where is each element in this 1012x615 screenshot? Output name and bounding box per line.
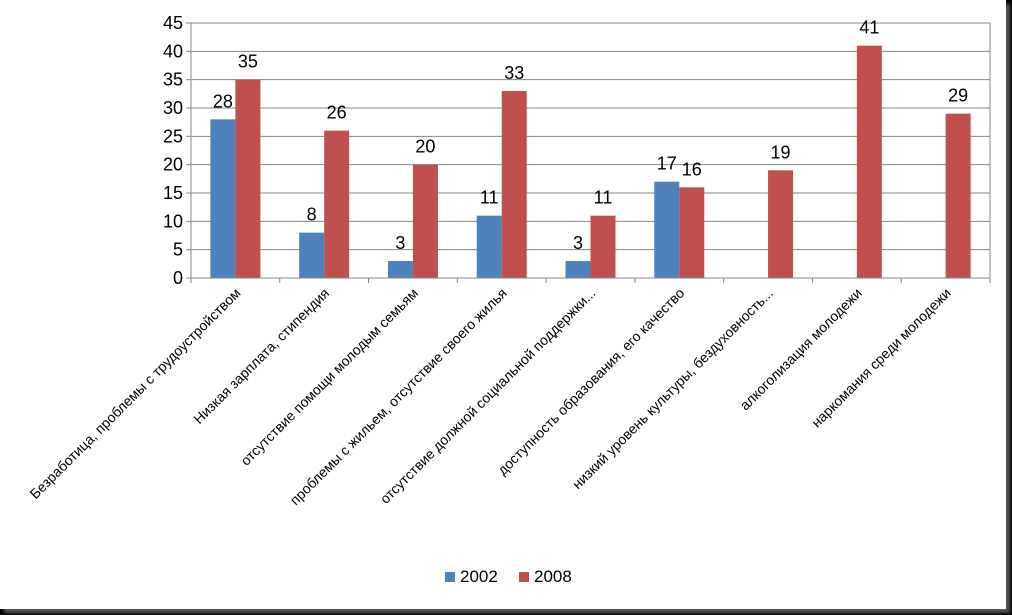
legend-swatch-2002	[445, 572, 455, 582]
bar-2002	[387, 261, 413, 278]
bar-2008	[235, 79, 261, 279]
data-label-2008: 41	[859, 18, 879, 38]
data-label-2008: 19	[771, 142, 791, 162]
bar-2002	[476, 215, 502, 278]
bar-2002	[210, 119, 236, 278]
y-tick-label: 40	[163, 41, 183, 61]
bar-2002	[299, 232, 325, 278]
bar-2008	[324, 130, 350, 278]
bar-2008	[768, 170, 794, 278]
data-label-2002: 3	[573, 233, 583, 253]
bar-2008	[679, 187, 705, 278]
data-label-2002: 17	[657, 154, 677, 174]
bar-2008	[501, 91, 527, 278]
bar-2008	[412, 164, 438, 278]
legend-label-2008: 2008	[534, 567, 572, 586]
data-label-2008: 33	[504, 63, 524, 83]
bar-2008	[945, 113, 971, 279]
category-label: низкий уровень культуры, бездуховность..…	[569, 285, 776, 492]
data-label-2002: 28	[213, 91, 233, 111]
y-tick-label: 30	[163, 98, 183, 118]
y-tick-label: 0	[173, 268, 183, 288]
y-tick-label: 35	[163, 70, 183, 90]
data-label-2008: 20	[415, 137, 435, 157]
category-label: отсутствие помощи молодым семьям	[237, 285, 421, 469]
bar-2008	[856, 45, 882, 278]
data-label-2008: 26	[327, 103, 347, 123]
data-label-2002: 11	[480, 188, 499, 208]
legend-swatch-2008	[519, 572, 529, 582]
data-label-2008: 29	[948, 86, 968, 106]
data-label-2002: 8	[307, 205, 317, 225]
data-label-2008: 11	[594, 188, 613, 208]
data-label-2008: 16	[682, 159, 702, 179]
y-tick-label: 15	[163, 183, 183, 203]
y-tick-label: 10	[163, 211, 183, 231]
y-tick-label: 5	[173, 240, 183, 260]
bar-2002	[654, 181, 680, 278]
data-label-2002: 3	[395, 233, 405, 253]
category-label: доступность образования, его качество	[494, 285, 687, 478]
y-tick-label: 20	[163, 155, 183, 175]
bar-2002	[565, 261, 591, 278]
y-tick-label: 45	[163, 13, 183, 33]
data-label-2008: 35	[238, 52, 258, 72]
category-label: наркомания среди молодежи	[808, 285, 954, 431]
y-tick-label: 25	[163, 126, 183, 146]
legend-label-2002: 2002	[460, 567, 498, 586]
category-label: Безработица, проблемы с трудоустройством	[26, 285, 243, 502]
bar-2008	[590, 215, 616, 278]
